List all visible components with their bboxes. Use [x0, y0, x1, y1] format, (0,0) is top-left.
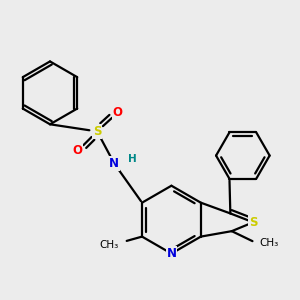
Text: CH₃: CH₃: [259, 238, 278, 248]
Text: S: S: [93, 125, 101, 138]
Text: CH₃: CH₃: [100, 240, 119, 250]
Text: N: N: [109, 157, 119, 170]
Text: O: O: [113, 106, 123, 119]
Text: H: H: [128, 154, 136, 164]
Text: N: N: [167, 247, 176, 260]
Text: S: S: [249, 216, 257, 229]
Text: O: O: [73, 144, 83, 157]
